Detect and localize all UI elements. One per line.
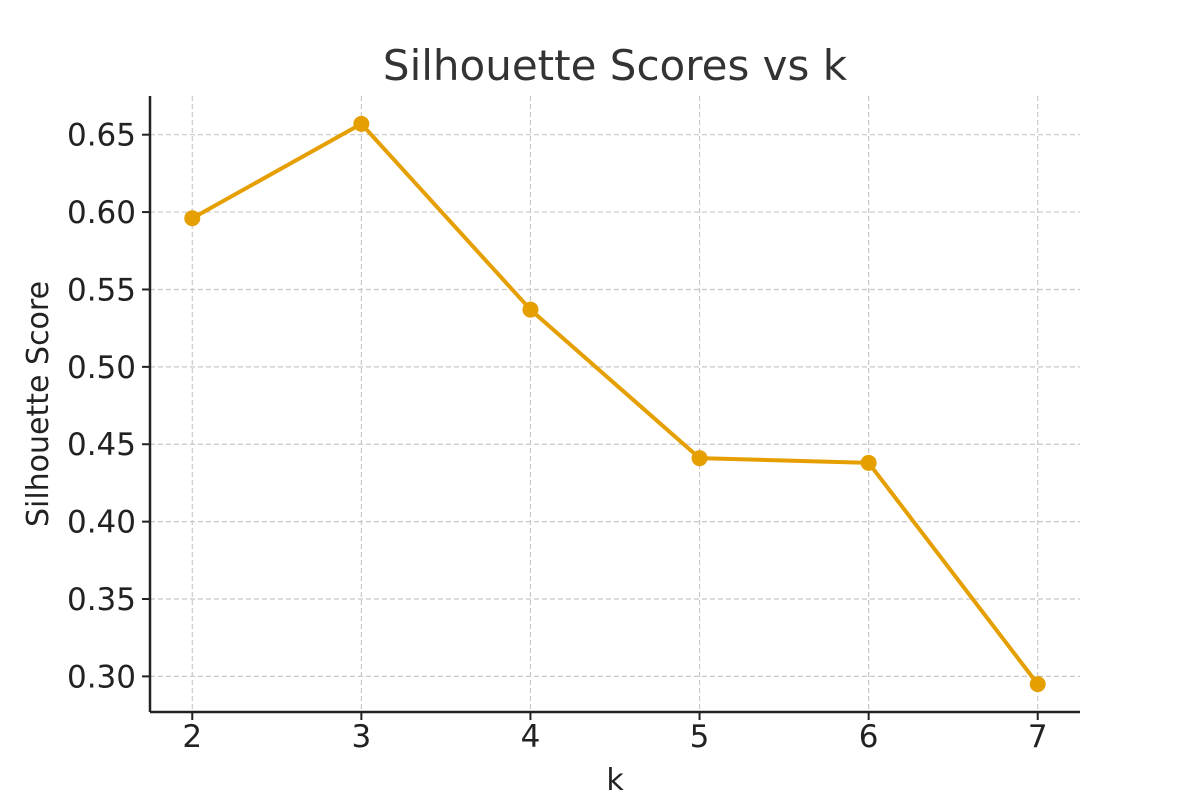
chart-title: Silhouette Scores vs k xyxy=(383,41,848,90)
data-point xyxy=(353,115,370,132)
data-point xyxy=(184,210,201,227)
x-tick-label: 6 xyxy=(859,719,879,755)
y-tick-label: 0.50 xyxy=(67,350,136,386)
y-tick-label: 0.40 xyxy=(67,505,136,541)
y-tick-label: 0.30 xyxy=(67,659,136,695)
y-axis-ticks: 0.30 0.35 0.40 0.45 0.50 0.55 0.60 0.65 xyxy=(67,118,150,695)
series-layer xyxy=(184,115,1046,693)
y-tick-label: 0.55 xyxy=(67,272,136,308)
data-point xyxy=(691,450,708,467)
grid-lines xyxy=(150,96,1080,712)
y-tick-label: 0.35 xyxy=(67,582,136,618)
x-tick-label: 5 xyxy=(690,719,710,755)
y-tick-label: 0.65 xyxy=(67,118,136,154)
y-tick-label: 0.60 xyxy=(67,195,136,231)
data-point xyxy=(860,454,877,471)
x-tick-label: 2 xyxy=(182,719,202,755)
x-axis-ticks: 2 3 4 5 6 7 xyxy=(182,712,1048,755)
series-line xyxy=(191,121,1040,686)
y-axis-label: Silhouette Score xyxy=(21,281,56,527)
x-tick-label: 3 xyxy=(351,719,371,755)
x-axis-label: k xyxy=(606,763,624,798)
data-point xyxy=(522,301,539,318)
x-tick-label: 4 xyxy=(521,719,541,755)
y-tick-label: 0.45 xyxy=(67,427,136,463)
x-tick-label: 7 xyxy=(1028,719,1048,755)
data-point xyxy=(1029,676,1046,693)
